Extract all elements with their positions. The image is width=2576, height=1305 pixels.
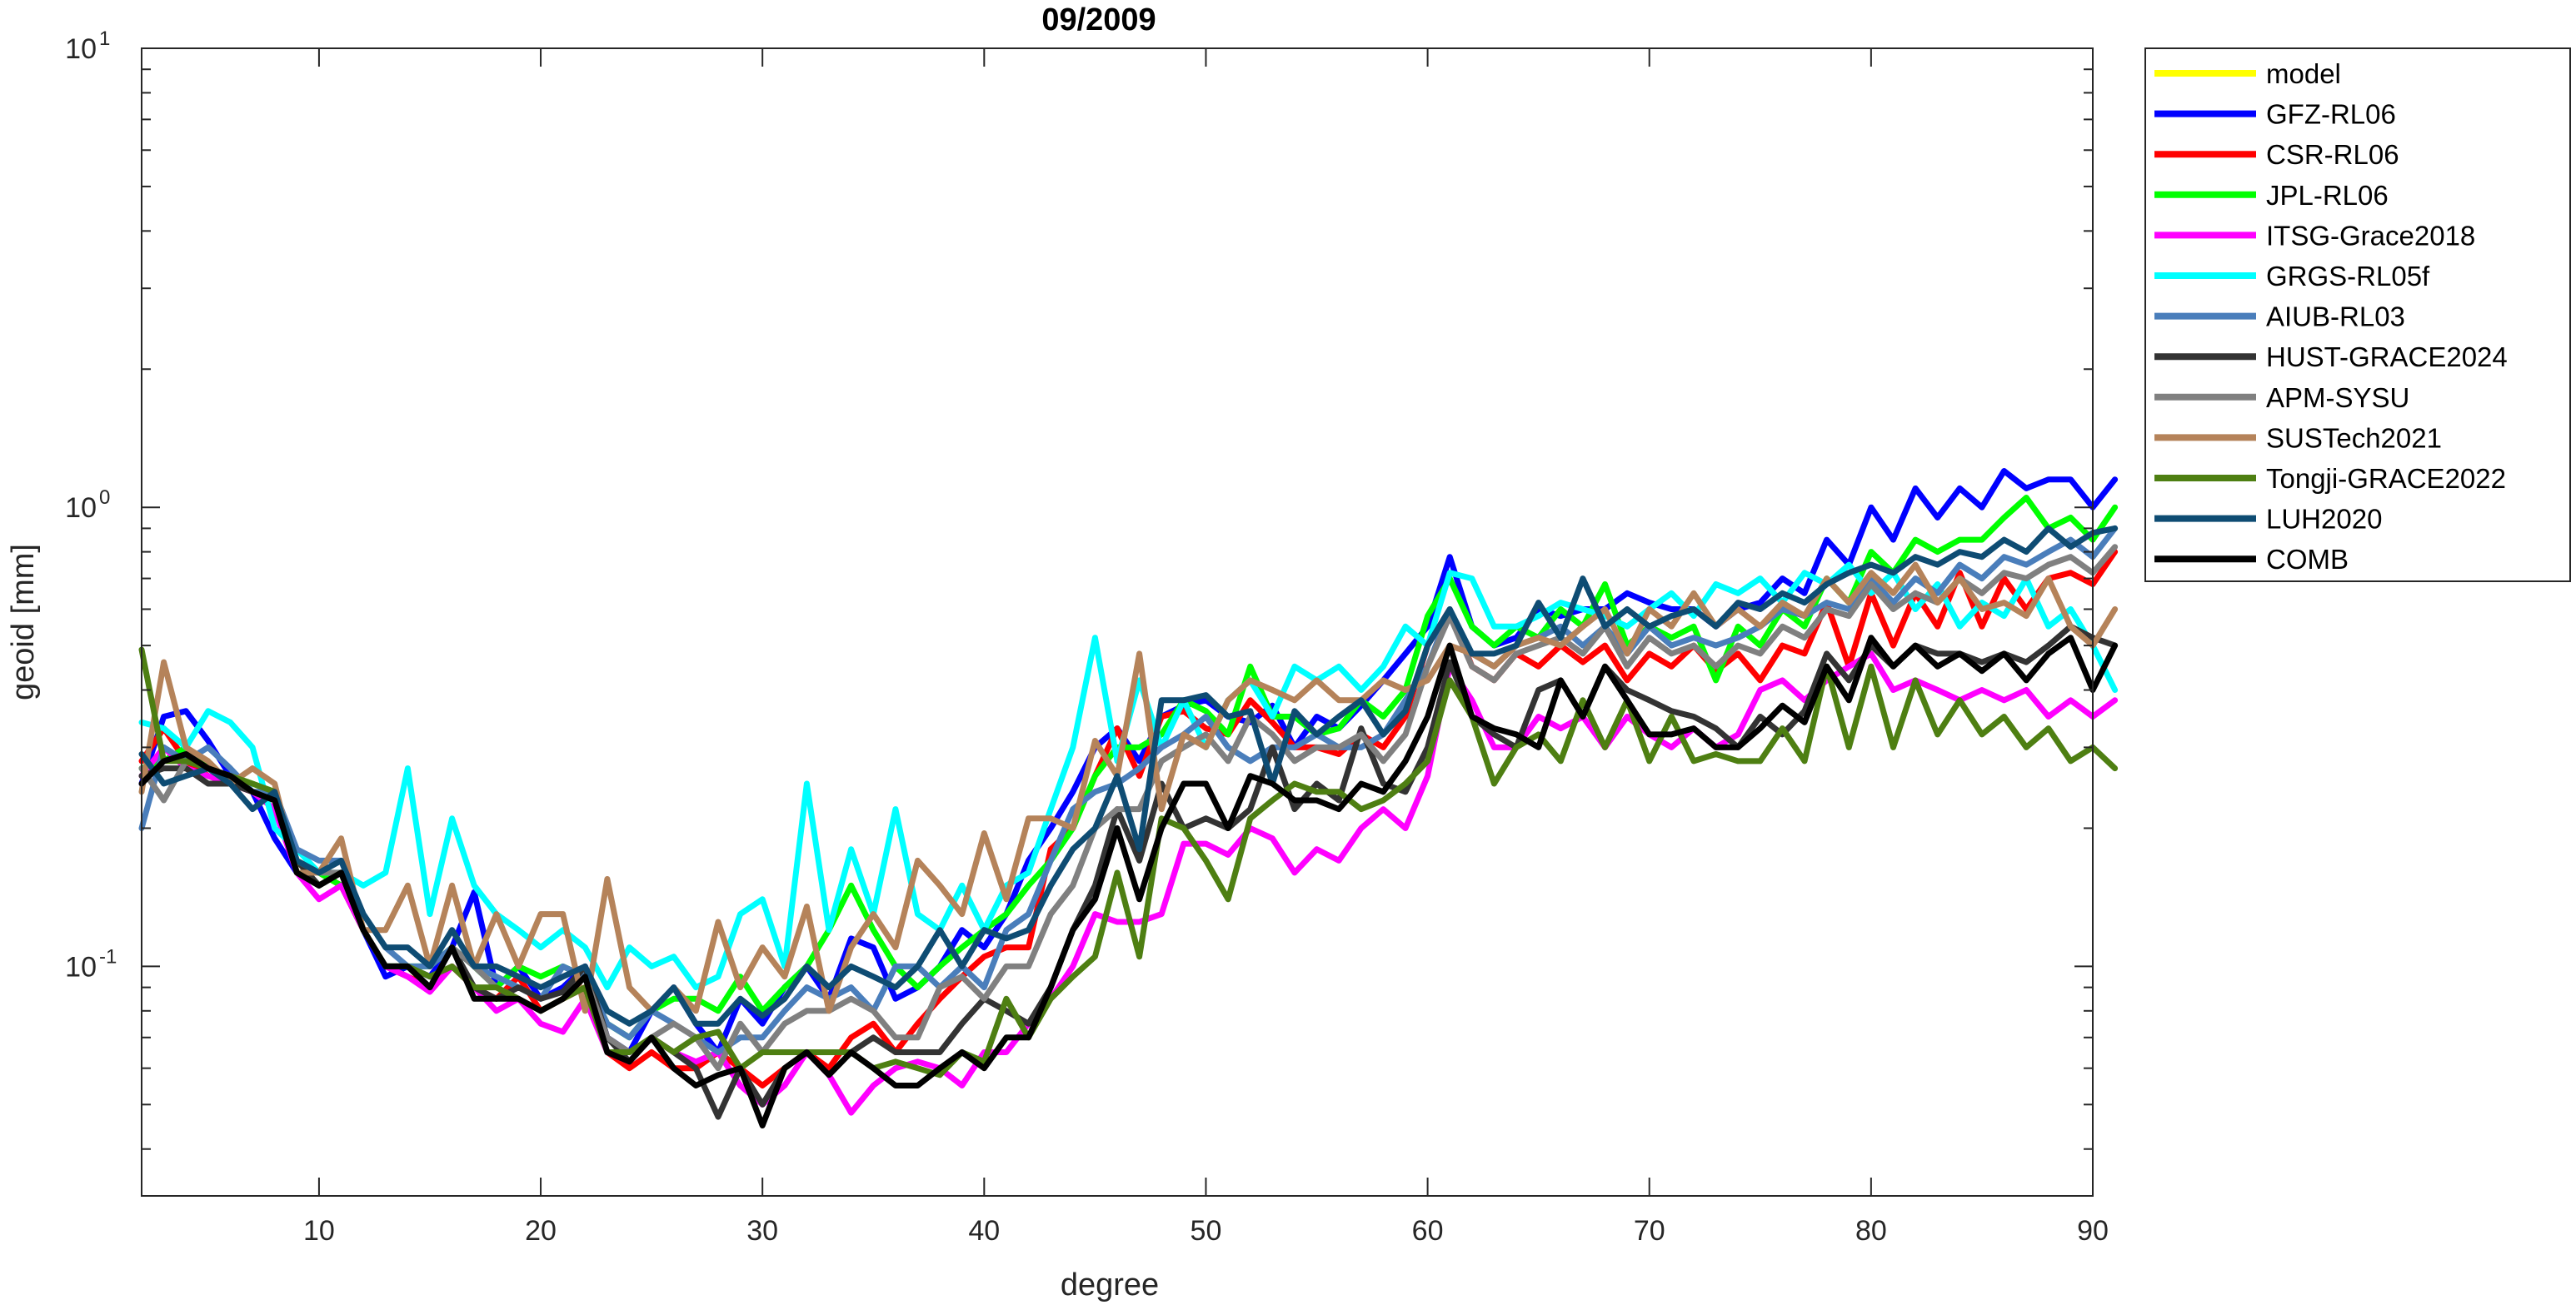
legend-label-gfz-rl06: GFZ-RL06 bbox=[2266, 99, 2396, 130]
legend-label-model: model bbox=[2266, 58, 2341, 89]
series-line-gfz-rl06 bbox=[138, 468, 2119, 1055]
y-tick-label: 10 bbox=[65, 33, 97, 65]
legend-label-apm-sysu: APM-SYSU bbox=[2266, 382, 2409, 413]
legend-label-sustech2021: SUSTech2021 bbox=[2266, 422, 2442, 453]
x-tick-label: 60 bbox=[1412, 1215, 1444, 1247]
x-tick-label: 10 bbox=[303, 1215, 335, 1247]
series-line-comb bbox=[138, 635, 2119, 1128]
chart-title: 09/2009 bbox=[1041, 2, 1156, 37]
y-tick-label-exponent: 0 bbox=[99, 486, 110, 509]
legend-label-itsg-grace2018: ITSG-Grace2018 bbox=[2266, 220, 2475, 251]
plot-area-frame bbox=[141, 47, 2094, 1197]
legend-label-comb: COMB bbox=[2266, 544, 2349, 575]
x-axis-title: degree bbox=[1061, 1268, 1159, 1303]
legend-items: model GFZ-RL06 CSR-RL06 JPL-RL06 ITSG-Grace2… bbox=[2154, 58, 2508, 575]
y-tick-label-exponent: -1 bbox=[99, 945, 117, 968]
y-tick-label-exponent: 1 bbox=[99, 27, 110, 50]
y-axis-title: geoid [mm] bbox=[6, 544, 41, 700]
x-tick-label: 90 bbox=[2077, 1215, 2109, 1247]
legend-label-luh2020: LUH2020 bbox=[2266, 504, 2382, 535]
x-tick-label: 70 bbox=[1634, 1215, 1665, 1247]
x-tick-label: 30 bbox=[746, 1215, 778, 1247]
legend-label-csr-rl06: CSR-RL06 bbox=[2266, 139, 2399, 170]
legend-label-tongji-grace2022: Tongji-GRACE2022 bbox=[2266, 463, 2506, 494]
x-tick-label: 50 bbox=[1191, 1215, 1222, 1247]
series-line-sustech2021 bbox=[138, 561, 2119, 1014]
series-lines bbox=[138, 468, 2119, 1128]
legend-label-jpl-rl06: JPL-RL06 bbox=[2266, 180, 2389, 211]
x-tick-label: 80 bbox=[1855, 1215, 1887, 1247]
legend: model GFZ-RL06 CSR-RL06 JPL-RL06 ITSG-Grace2… bbox=[2144, 47, 2571, 582]
legend-label-hust-grace2024: HUST-GRACE2024 bbox=[2266, 341, 2508, 372]
x-tick-label: 40 bbox=[968, 1215, 1000, 1247]
legend-label-aiub-rl03: AIUB-RL03 bbox=[2266, 301, 2405, 332]
series-line-luh2020 bbox=[138, 525, 2119, 1027]
x-tick-label: 20 bbox=[525, 1215, 557, 1247]
y-tick-label: 10 bbox=[65, 951, 97, 983]
y-tick-label: 10 bbox=[65, 492, 97, 524]
legend-label-grgs-rl05f: GRGS-RL05f bbox=[2266, 261, 2430, 291]
